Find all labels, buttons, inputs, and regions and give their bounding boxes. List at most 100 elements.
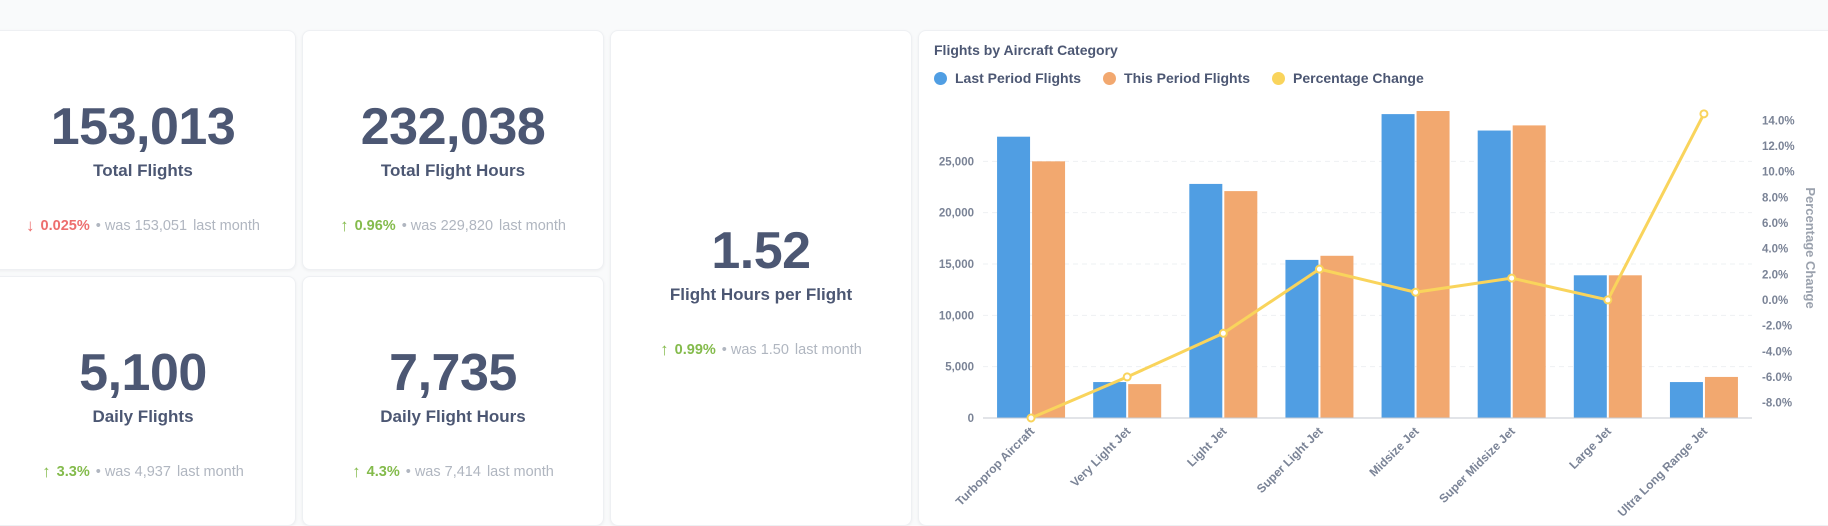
bar-last-period [997,136,1031,418]
metric-comparison: ↑ 0.99% • was 1.50 last month [611,341,911,358]
metric-previous-value: • was 153,051 [95,217,188,234]
y-left-tick-label: 20,000 [939,208,974,220]
legend-item-percentage-change[interactable]: Percentage Change [1272,70,1424,86]
metric-card-daily-flights[interactable]: 5,100 Daily Flights ↑ 3.3% • was 4,937 l… [0,276,296,526]
metric-comparison: ↑ 0.96% • was 229,820 last month [303,217,603,234]
line-point [1026,413,1036,423]
metric-comparison: ↑ 3.3% • was 4,937 last month [0,463,295,480]
bar-this-period [1416,111,1450,418]
metric-change-percent: 0.99% [674,341,716,358]
y-right-tick-label: 0.0% [1762,295,1788,307]
legend-dot [934,71,947,85]
bar-this-period [1128,384,1162,418]
metric-period: last month [794,341,862,358]
arrow-up-icon: ↑ [660,340,669,359]
y-right-tick-label: 8.0% [1762,192,1788,204]
metric-card-flight-hours-per-flight[interactable]: 1.52 Flight Hours per Flight ↑ 0.99% • w… [610,30,912,526]
metric-card-daily-flight-hours[interactable]: 7,735 Daily Flight Hours ↑ 4.3% • was 7,… [302,276,604,526]
metric-value: 153,013 [50,98,236,156]
bar-last-period [1477,130,1511,419]
y-right-tick-label: 14.0% [1762,115,1795,127]
metric-period: last month [486,463,554,480]
metric-period: last month [499,217,566,234]
y-right-tick-label: 4.0% [1762,244,1788,256]
bar-this-period [1512,125,1546,419]
y-right-tick-label: 12.0% [1762,141,1795,153]
y-left-tick-label: 10,000 [939,310,974,322]
legend-item-this-period[interactable]: This Period Flights [1103,70,1250,86]
bar-this-period [1608,275,1642,418]
x-category-label: Very Light Jet [1068,424,1134,490]
legend-label: Percentage Change [1293,70,1424,86]
metric-change-percent: 3.3% [56,463,90,480]
metric-period: last month [193,217,260,234]
metric-value: 7,735 [389,344,517,402]
x-category-label: Super Midsize Jet [1436,424,1518,506]
y-right-tick-label: -8.0% [1762,398,1792,410]
arrow-up-icon: ↑ [352,462,361,481]
metric-comparison: ↓ 0.025% • was 153,051 last month [0,217,295,234]
bar-last-period [1381,114,1415,419]
bar-this-period [1032,161,1066,419]
metric-label: Flight Hours per Flight [669,285,853,304]
y-left-tick-label: 0 [968,413,974,425]
y-right-tick-label: 2.0% [1762,269,1788,281]
y-left-tick-label: 5,000 [945,362,974,374]
bar-this-period [1224,191,1258,418]
legend-label: This Period Flights [1124,70,1251,86]
metric-label: Daily Flights [92,407,194,426]
metric-value: 232,038 [360,98,546,156]
bar-last-period [1669,382,1703,418]
metric-card-total-flights[interactable]: 153,013 Total Flights ↓ 0.025% • was 153… [0,30,296,270]
y-left-tick-label: 25,000 [939,156,974,168]
metric-change-percent: 0.025% [40,217,90,234]
legend-label: Last Period Flights [955,70,1082,86]
y-right-tick-label: -4.0% [1762,346,1792,358]
x-category-label: Light Jet [1184,424,1229,469]
legend-item-last-period[interactable]: Last Period Flights [934,70,1081,86]
bar-last-period [1285,259,1319,418]
metric-value: 1.52 [711,222,811,280]
y-right-tick-label: 10.0% [1762,167,1795,179]
line-point [1603,295,1613,305]
metric-previous-value: • was 1.50 [721,341,789,358]
line-point [1122,372,1132,382]
legend-dot [1103,71,1117,85]
metric-previous-value: • was 7,414 [405,463,481,480]
bar-this-period [1320,255,1354,418]
chart-legend: Last Period Flights This Period Flights … [934,70,1424,86]
legend-dot [1272,71,1286,85]
metric-label: Total Flight Hours [380,161,526,180]
line-percentage-change [1030,113,1706,420]
metric-change-percent: 0.96% [354,217,396,234]
chart-title: Flights by Aircraft Category [934,42,1118,58]
metric-label: Total Flights [93,161,193,180]
arrow-up-icon: ↑ [340,216,349,235]
arrow-up-icon: ↑ [42,462,51,481]
y-left-tick-label: 15,000 [939,259,974,271]
metric-previous-value: • was 229,820 [401,217,494,234]
metric-comparison: ↑ 4.3% • was 7,414 last month [303,463,603,480]
y-right-tick-label: -2.0% [1762,321,1792,333]
y-right-tick-label: 6.0% [1762,218,1788,230]
metric-label: Daily Flight Hours [380,407,526,426]
arrow-down-icon: ↓ [26,216,35,235]
metric-change-percent: 4.3% [366,463,400,480]
metric-previous-value: • was 4,937 [95,463,171,480]
x-category-label: Super Light Jet [1254,424,1326,496]
x-category-label: Midsize Jet [1367,424,1422,479]
bar-last-period [1189,183,1223,418]
bar-this-period [1704,376,1738,418]
x-category-label: Ultra Long Range Jet [1615,424,1710,516]
x-category-label: Turboprop Aircraft [953,424,1037,508]
line-point [1699,109,1709,119]
line-point [1411,287,1421,297]
y-right-axis-label: Percentage Change [1803,187,1818,308]
line-point [1218,328,1228,338]
y-right-tick-label: -6.0% [1762,372,1792,384]
metric-period: last month [176,463,244,480]
x-category-label: Large Jet [1566,424,1614,472]
line-point [1507,273,1517,283]
metric-card-total-flight-hours[interactable]: 232,038 Total Flight Hours ↑ 0.96% • was… [302,30,604,270]
